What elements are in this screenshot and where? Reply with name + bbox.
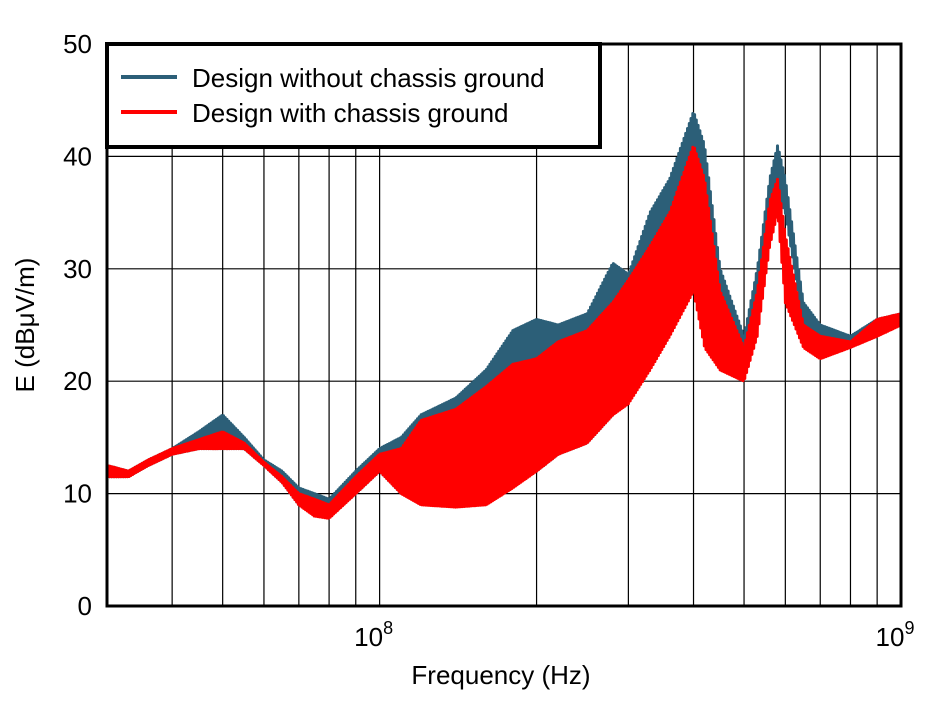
y-tick-label: 30 xyxy=(63,254,92,284)
y-tick-labels: 0 10 20 30 40 50 xyxy=(63,29,92,621)
x-tick-base: 10 xyxy=(354,622,383,652)
x-axis-label: Frequency (Hz) xyxy=(411,660,590,690)
y-tick-label: 40 xyxy=(63,141,92,171)
series-layer xyxy=(105,112,903,520)
x-tick-base: 10 xyxy=(876,622,905,652)
y-tick-label: 20 xyxy=(63,366,92,396)
x-tick-label: 109 xyxy=(876,618,915,652)
legend: Design without chassis ground Design wit… xyxy=(105,42,602,149)
legend-box xyxy=(105,42,602,149)
x-tick-labels: 108 109 xyxy=(354,618,914,652)
x-tick-exponent: 9 xyxy=(904,618,914,638)
y-axis-label: E (dBμV/m) xyxy=(10,258,40,393)
legend-label-with-ground: Design with chassis ground xyxy=(192,98,509,128)
x-tick-label: 108 xyxy=(354,618,393,652)
legend-label-without-ground: Design without chassis ground xyxy=(192,63,545,93)
y-tick-label: 10 xyxy=(63,479,92,509)
x-tick-exponent: 8 xyxy=(383,618,393,638)
y-tick-label: 0 xyxy=(78,591,92,621)
y-tick-label: 50 xyxy=(63,29,92,59)
series-line-1 xyxy=(105,145,903,520)
series-line-0 xyxy=(105,112,903,518)
